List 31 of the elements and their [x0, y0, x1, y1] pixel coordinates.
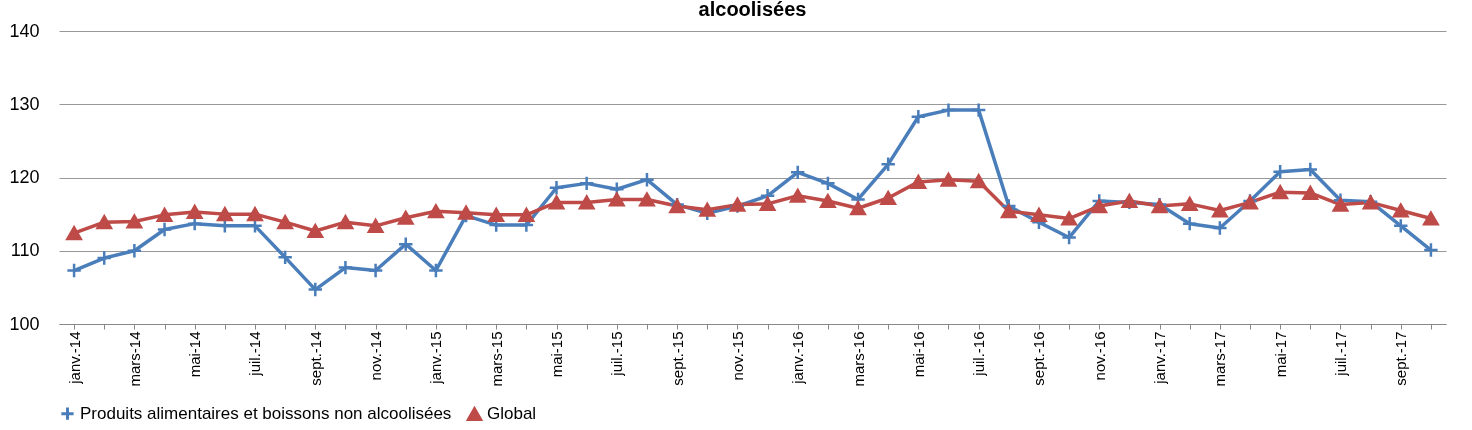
- x-tick-label: mai-14: [186, 331, 204, 378]
- x-tick-label: mai-16: [909, 331, 927, 378]
- x-tick-label: sept.-14: [306, 331, 324, 386]
- x-tick-label: juil.-16: [970, 331, 988, 377]
- x-tick-label: juil.-14: [246, 331, 264, 377]
- y-tick-label: 110: [10, 240, 40, 261]
- x-tick-label: mai-17: [1271, 331, 1289, 378]
- legend-label: Global: [487, 404, 537, 424]
- x-tick-label: janv.-15: [427, 331, 445, 385]
- chart-title: alcoolisées: [698, 0, 807, 20]
- x-tick-label: mai-15: [548, 331, 566, 378]
- x-tick-label: nov.-16: [1090, 331, 1108, 381]
- x-tick-label: sept.-17: [1392, 331, 1410, 386]
- x-tick-label: nov.-14: [367, 331, 385, 381]
- x-tick-label: sept.-16: [1030, 331, 1048, 386]
- x-tick-label: mars-15: [487, 331, 505, 387]
- legend-label: Produits alimentaires et boissons non alcoolisées: [80, 403, 452, 423]
- x-tick-label: juil.-15: [608, 331, 626, 377]
- x-tick-label: janv.-17: [1151, 331, 1169, 385]
- x-tick-label: sept.-15: [668, 331, 686, 386]
- x-tick-label: juil.-17: [1331, 331, 1349, 377]
- x-tick-label: mars-14: [125, 331, 143, 387]
- x-tick-label: janv.-16: [789, 331, 807, 385]
- x-tick-label: mars-16: [849, 331, 867, 387]
- x-tick-label: janv.-14: [65, 331, 83, 385]
- y-tick-label: 120: [9, 167, 40, 187]
- x-tick-label: nov.-15: [728, 331, 746, 381]
- y-tick-label: 100: [9, 313, 40, 334]
- y-tick-label: 130: [9, 93, 40, 114]
- y-tick-label: 140: [9, 20, 40, 41]
- x-tick-label: mars-17: [1211, 331, 1229, 387]
